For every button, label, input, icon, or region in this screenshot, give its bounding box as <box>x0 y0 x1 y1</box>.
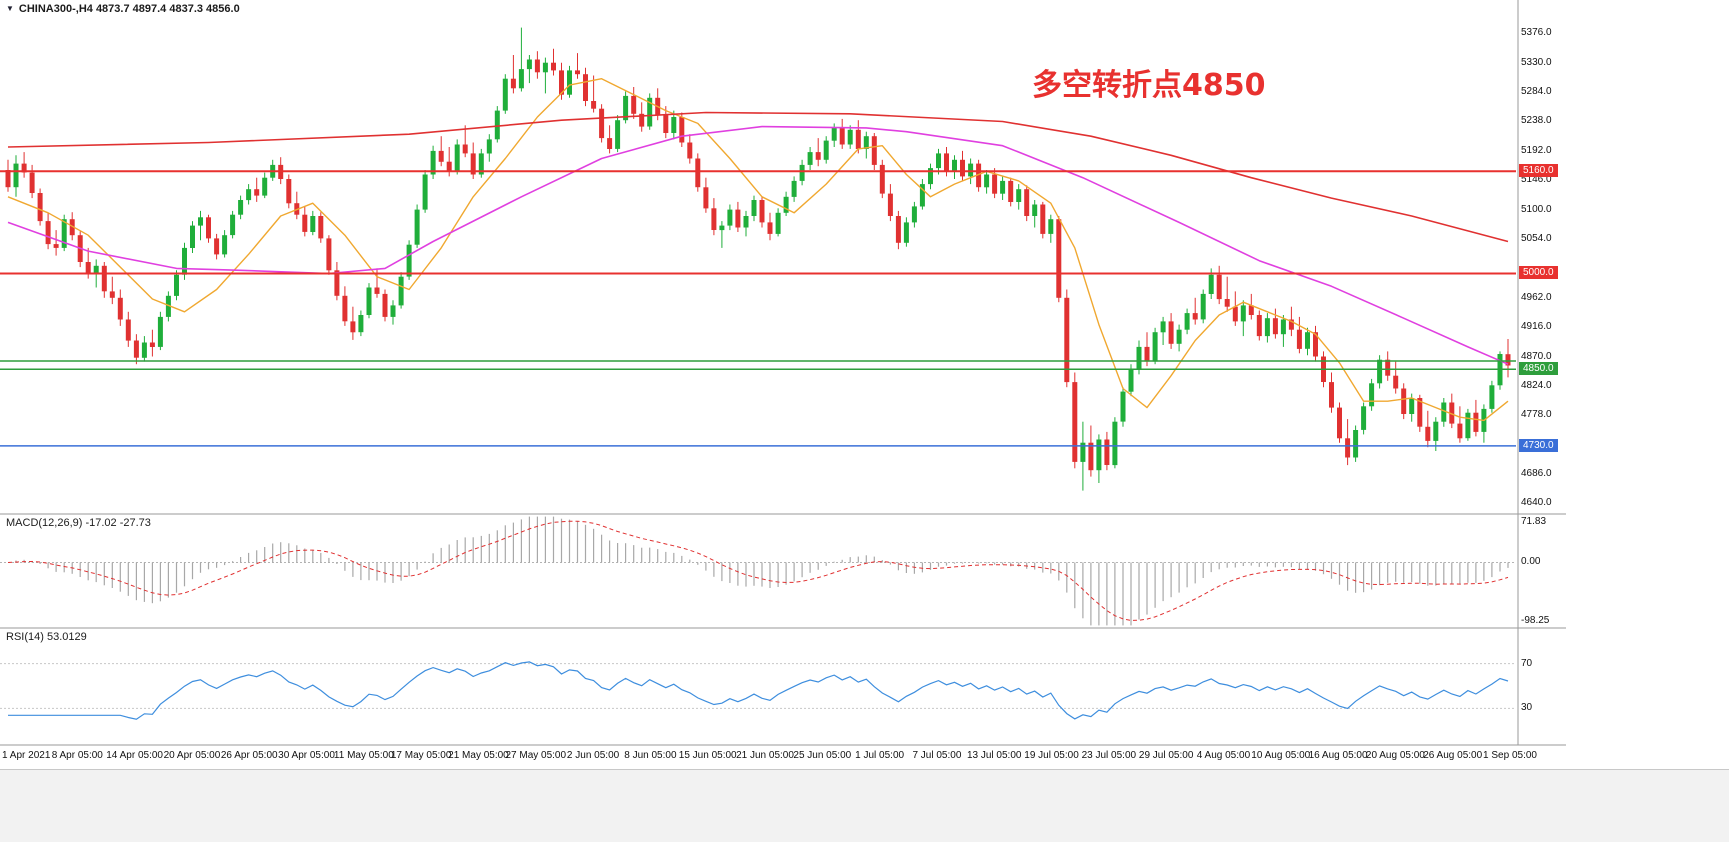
chart-annotation-text: 多空转折点4850 <box>1032 68 1266 103</box>
symbol-ohlc-text: CHINA300-,H4 4873.7 4897.4 4837.3 4856.0 <box>18 3 240 15</box>
candles-layer <box>5 27 1511 491</box>
macd-histogram <box>15 516 1509 626</box>
ma-mid-magenta <box>7 125 1509 365</box>
bottom-margin <box>0 769 1729 842</box>
ma-fast-orange <box>7 78 1509 422</box>
chart-info-bar: ▼ CHINA300-,H4 4873.7 4897.4 4837.3 4856.… <box>6 3 240 15</box>
ma-slow-red <box>7 111 1509 243</box>
symbol-dropdown-icon[interactable]: ▼ <box>6 4 14 13</box>
macd-signal-line <box>7 520 1509 621</box>
rsi-line <box>8 661 1509 720</box>
macd-indicator-label: MACD(12,26,9) -17.02 -27.73 <box>6 517 151 529</box>
rsi-indicator-label: RSI(14) 53.0129 <box>6 631 87 643</box>
chart-canvas[interactable] <box>0 0 1729 769</box>
